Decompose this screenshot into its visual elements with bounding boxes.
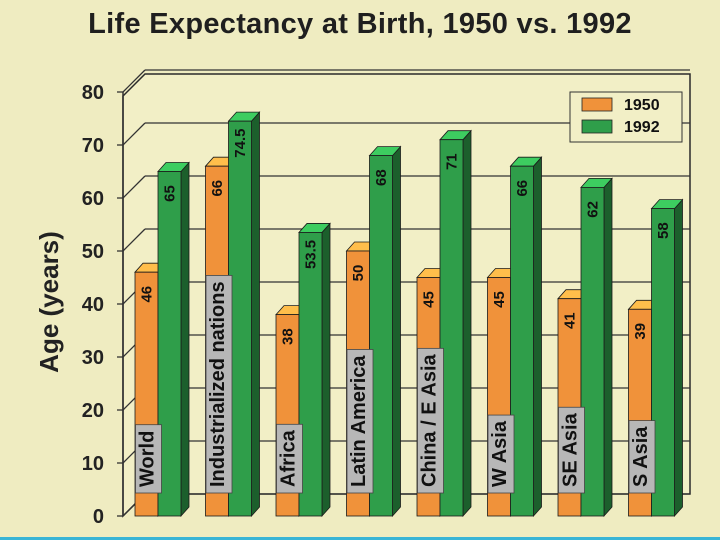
data-label: 74.5	[232, 129, 249, 158]
data-label: 50	[350, 265, 367, 282]
data-label: 39	[632, 323, 649, 340]
chart-title: Life Expectancy at Birth, 1950 vs. 1992	[88, 8, 632, 40]
category-label-box	[487, 414, 515, 494]
category-label-box	[628, 420, 656, 494]
category-label-box	[417, 347, 444, 494]
bar-face	[298, 232, 323, 517]
gridline-diagonal	[122, 228, 146, 252]
legend-box	[569, 91, 683, 143]
bar-1992: 68	[368, 145, 402, 518]
category-label-group: China / E Asia	[417, 347, 444, 494]
legend-label: 1950	[624, 97, 660, 114]
category-label-box	[205, 275, 233, 494]
category-label-group: W Asia	[487, 414, 515, 494]
bar-face	[157, 171, 182, 517]
data-label: 38	[280, 328, 297, 345]
y-axis-label: Age (years)	[34, 231, 64, 373]
category-label-box	[346, 349, 374, 494]
bar-face	[580, 186, 605, 517]
gridline-diagonal	[122, 69, 146, 93]
y-tick-label: 40	[82, 294, 104, 316]
bottom-divider	[0, 537, 720, 540]
category-label-box	[135, 424, 162, 494]
y-tick-label: 20	[82, 400, 104, 422]
gridline-diagonal	[122, 175, 146, 199]
legend-label: 1992	[624, 119, 660, 136]
bar-side	[603, 177, 613, 518]
category-label: Industrialized nations	[207, 281, 229, 487]
data-label: 68	[373, 169, 390, 186]
y-tick-label: 10	[82, 453, 104, 475]
bar-face	[439, 139, 464, 517]
bar-side	[674, 198, 683, 518]
y-tick-label: 70	[82, 135, 104, 157]
data-label: 53.5	[303, 240, 320, 269]
data-label: 65	[162, 185, 179, 202]
data-label: 58	[655, 222, 672, 239]
bar-1992: 53.5	[298, 222, 331, 518]
category-label-box	[558, 406, 585, 494]
category-label-group: Industrialized nations	[205, 275, 233, 494]
bar-1992: 58	[650, 198, 684, 518]
category-label-group: S Asia	[628, 420, 656, 494]
category-label-group: Africa	[276, 423, 303, 494]
legend: 1950 1992	[569, 91, 683, 143]
bar-1992: 66	[509, 156, 543, 518]
category-label-group: Latin America	[346, 349, 374, 494]
bar-side	[251, 111, 260, 518]
category-label: Latin America	[348, 355, 370, 487]
bar-1992: 71	[439, 129, 472, 518]
data-label: 62	[585, 201, 602, 218]
bar-side	[321, 222, 331, 518]
data-label: 45	[421, 291, 438, 308]
bar-face	[510, 165, 534, 517]
gridline-diagonal	[122, 122, 146, 146]
data-label: 46	[139, 286, 156, 303]
bar-side	[462, 129, 472, 518]
category-label: W Asia	[489, 420, 511, 487]
category-label-group: World	[135, 424, 162, 494]
y-tick-label: 0	[93, 506, 104, 528]
category-label: China / E Asia	[419, 353, 441, 487]
data-label: 45	[491, 291, 508, 308]
bar-face	[369, 155, 393, 517]
category-label: World	[137, 431, 159, 487]
bar-side	[392, 145, 401, 518]
y-tick-label: 50	[82, 241, 104, 263]
data-label: 66	[514, 180, 531, 197]
bar-side	[533, 156, 542, 518]
bar-1992: 62	[580, 177, 613, 518]
y-tick-label: 30	[82, 347, 104, 369]
bar-face	[651, 208, 675, 517]
category-label: SE Asia	[560, 412, 582, 487]
data-label: 66	[209, 180, 226, 197]
data-label: 71	[444, 153, 461, 170]
category-label: S Asia	[630, 426, 652, 487]
legend-swatch	[581, 97, 613, 112]
category-label: Africa	[278, 429, 300, 487]
y-tick-label: 60	[82, 188, 104, 210]
legend-swatch	[581, 119, 613, 134]
category-label-group: SE Asia	[558, 406, 585, 494]
bar-side	[180, 161, 190, 518]
data-label: 41	[562, 312, 579, 329]
bar-1992: 65	[157, 161, 190, 518]
category-label-box	[276, 423, 303, 494]
y-tick-label: 80	[82, 82, 104, 104]
bar-1992: 74.5	[227, 111, 261, 518]
